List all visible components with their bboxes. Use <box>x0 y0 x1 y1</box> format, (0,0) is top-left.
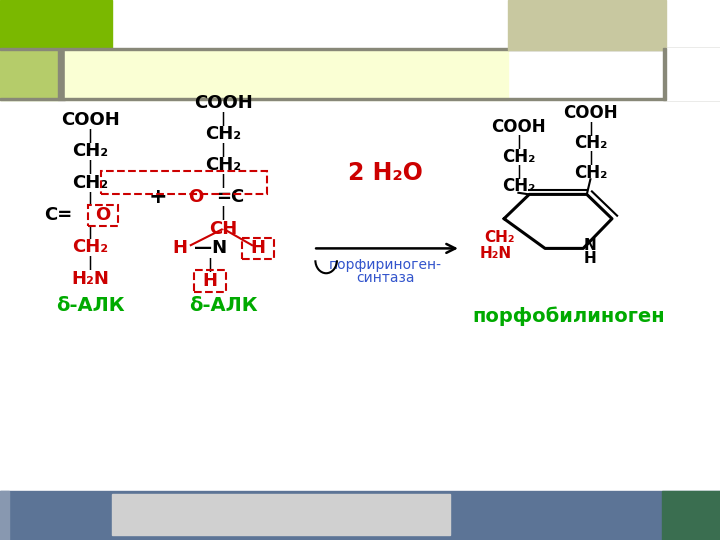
Text: δ-АЛК: δ-АЛК <box>189 295 258 315</box>
Text: |: | <box>221 112 225 126</box>
Text: C=: C= <box>44 206 72 225</box>
Text: CH₂: CH₂ <box>502 177 535 195</box>
Text: H: H <box>251 239 265 258</box>
Text: |: | <box>88 129 92 143</box>
Text: порфобилиноген: порфобилиноген <box>472 306 665 326</box>
Bar <box>0 48 720 50</box>
Text: |: | <box>221 206 225 220</box>
Bar <box>0 98 720 100</box>
Text: CH₂: CH₂ <box>502 147 535 166</box>
Text: CH₂: CH₂ <box>205 125 241 143</box>
Text: |: | <box>221 174 225 188</box>
Text: O: O <box>188 188 204 206</box>
Text: 2 H₂O: 2 H₂O <box>348 161 423 185</box>
Text: CH: CH <box>209 220 238 239</box>
Bar <box>663 48 666 100</box>
Text: |: | <box>588 122 593 136</box>
Text: CH₂: CH₂ <box>205 156 241 174</box>
Text: CH₂: CH₂ <box>485 230 515 245</box>
Text: H: H <box>173 239 187 258</box>
Bar <box>662 491 720 540</box>
Text: |: | <box>88 225 92 239</box>
Text: |: | <box>88 160 92 174</box>
Bar <box>112 494 450 535</box>
Text: O: O <box>95 206 111 225</box>
Text: |: | <box>221 143 225 157</box>
Text: COOH: COOH <box>60 111 120 129</box>
Bar <box>0 0 112 50</box>
Text: |: | <box>588 151 593 165</box>
Text: |: | <box>516 165 521 179</box>
Bar <box>0 50 58 100</box>
Bar <box>666 48 720 100</box>
Text: |: | <box>88 256 92 270</box>
Text: |: | <box>88 192 92 206</box>
Bar <box>0 491 720 540</box>
Text: δ-АЛК: δ-АЛК <box>55 295 125 315</box>
Text: H: H <box>203 272 217 290</box>
Text: CH₂: CH₂ <box>574 134 607 152</box>
Text: CH₂: CH₂ <box>72 174 108 192</box>
Text: |: | <box>208 258 212 272</box>
Text: N: N <box>584 238 597 253</box>
Text: COOH: COOH <box>563 104 618 123</box>
Text: |: | <box>516 135 521 149</box>
Text: COOH: COOH <box>491 118 546 136</box>
Text: COOH: COOH <box>194 93 253 112</box>
Text: CH₂: CH₂ <box>72 238 108 256</box>
Text: H₂N: H₂N <box>480 246 511 261</box>
Text: CH₂: CH₂ <box>574 164 607 182</box>
Text: H: H <box>584 251 597 266</box>
Text: синтаза: синтаза <box>356 271 415 285</box>
Text: порфириноген-: порфириноген- <box>329 258 441 272</box>
Bar <box>65 50 508 100</box>
Text: +: + <box>149 187 168 207</box>
Text: —N: —N <box>194 239 227 258</box>
Bar <box>58 50 65 100</box>
Bar <box>508 0 666 50</box>
Bar <box>0 491 9 540</box>
Text: H₂N: H₂N <box>71 269 109 288</box>
Text: CH₂: CH₂ <box>72 142 108 160</box>
Text: =C: =C <box>216 188 245 206</box>
